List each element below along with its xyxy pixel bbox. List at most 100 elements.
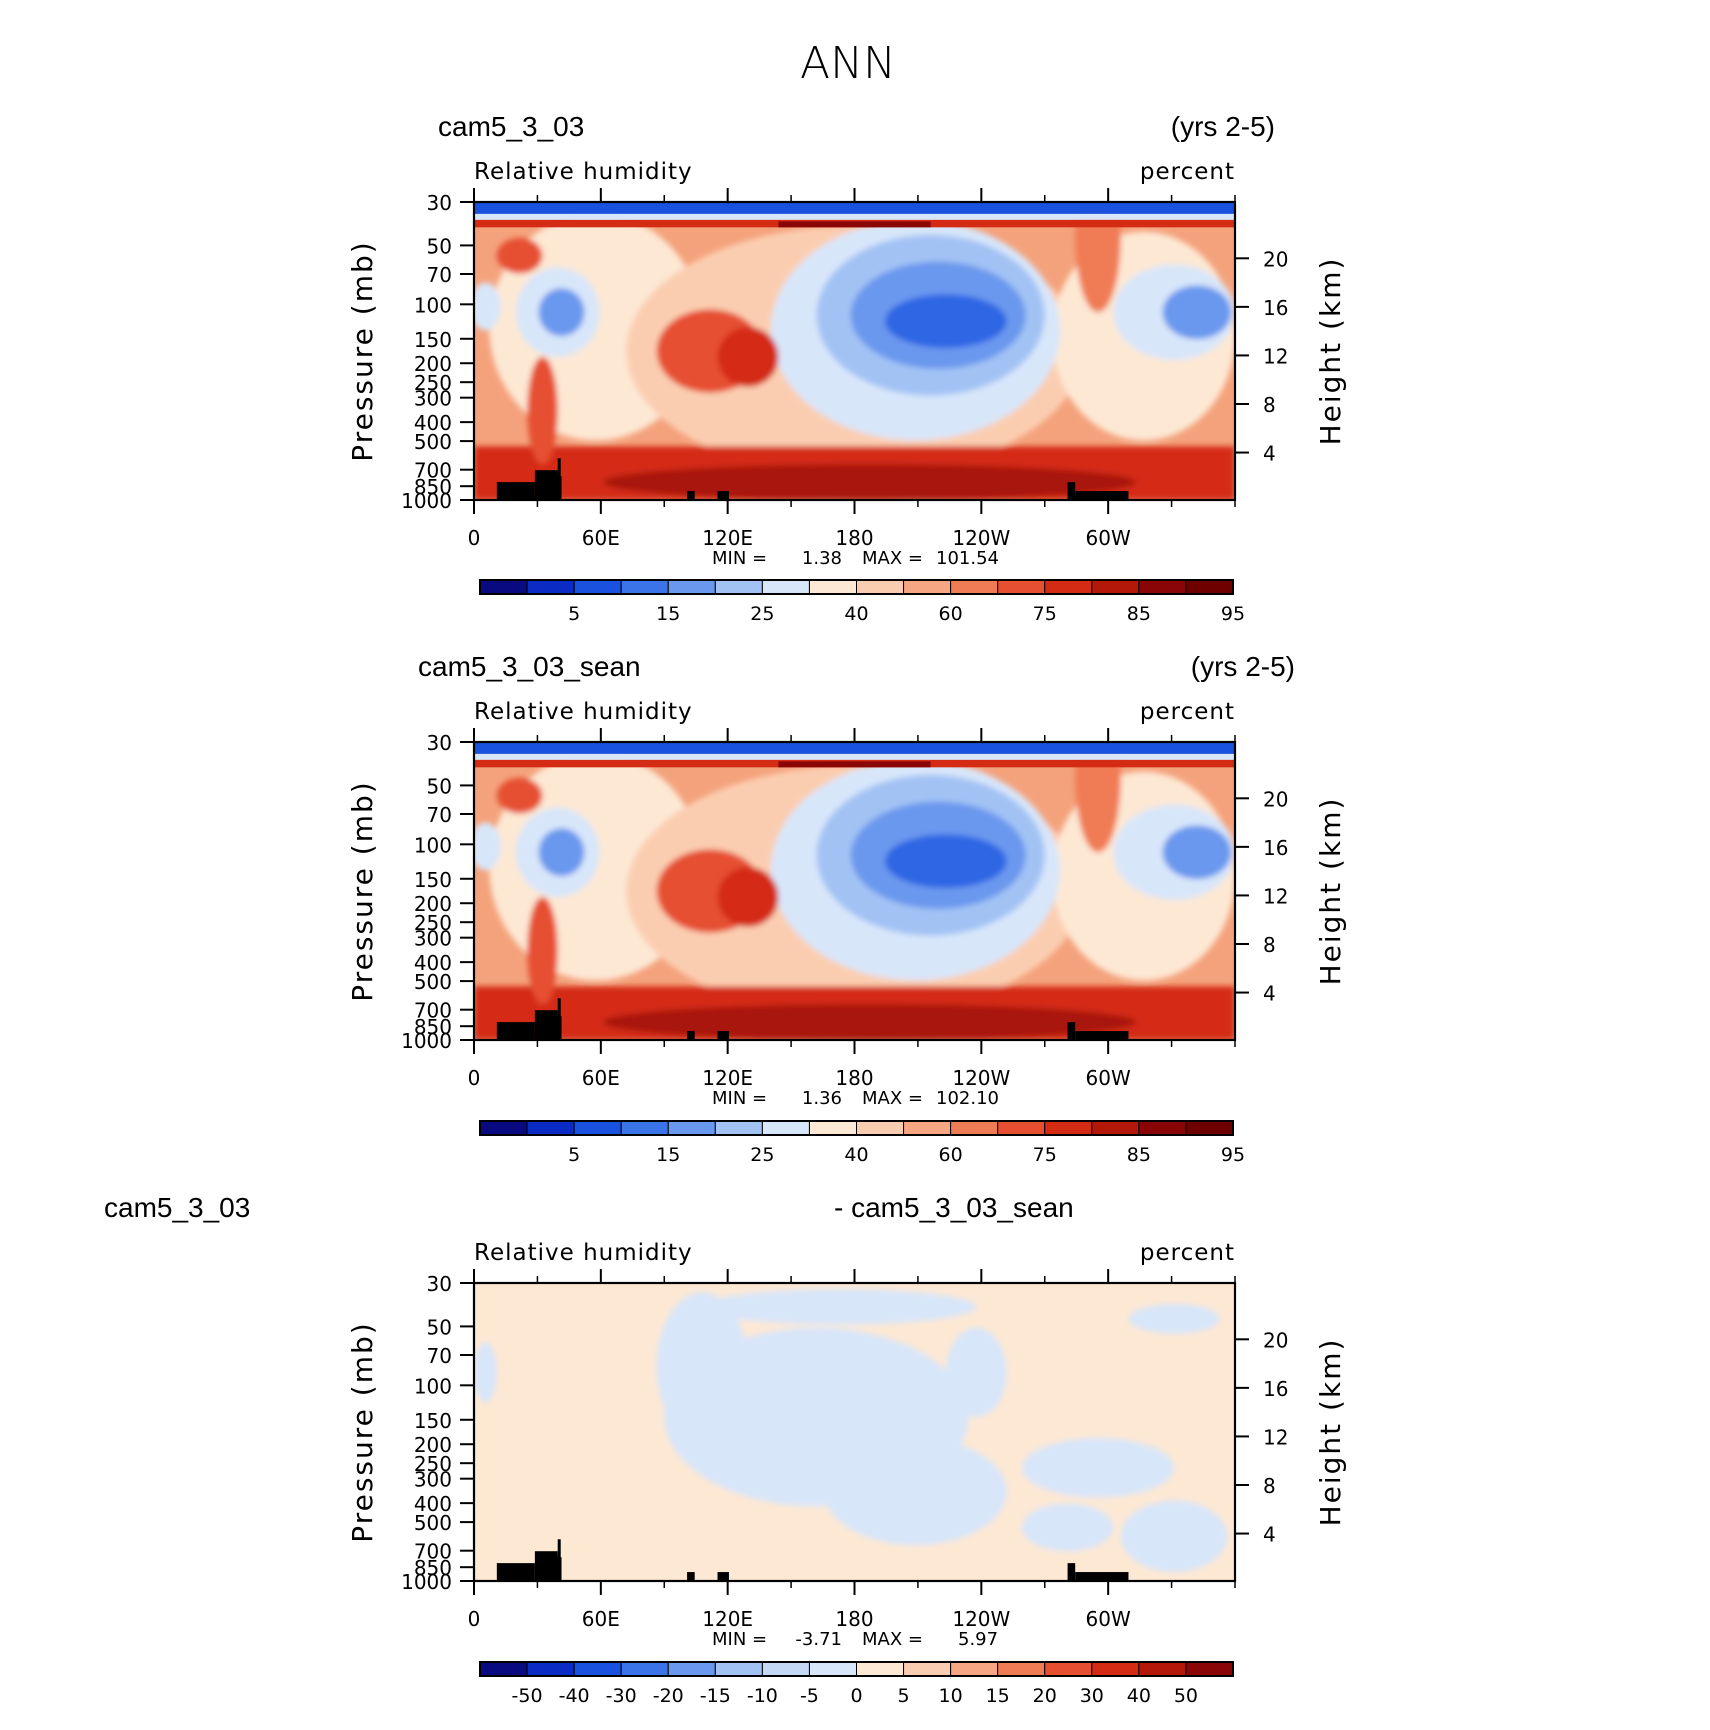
y-tick-label: 150 xyxy=(414,1409,452,1433)
dry-west-core xyxy=(538,828,585,877)
y-tick-label: 200 xyxy=(414,1433,452,1457)
y-tick-label: 50 xyxy=(427,1315,452,1339)
colorbar-swatch xyxy=(1091,1120,1140,1136)
x-tick-label: 0 xyxy=(468,526,481,550)
contour-field xyxy=(474,742,1235,1040)
colorbar-swatch xyxy=(1044,1120,1093,1136)
colorbar-swatch xyxy=(808,579,857,595)
y-tick-label: 1000 xyxy=(401,1570,452,1594)
y-tick-label: 250 xyxy=(414,1452,452,1476)
y-tick-label: 400 xyxy=(414,951,452,975)
y-tick-label: 400 xyxy=(414,1492,452,1516)
x-tick-label: 180 xyxy=(835,526,873,550)
y2-axis-title: Height (km) xyxy=(1314,1338,1347,1527)
y-tick-label: 50 xyxy=(427,774,452,798)
y2-tick-label: 8 xyxy=(1263,393,1276,417)
topography xyxy=(717,1572,729,1581)
y2-tick-label: 12 xyxy=(1263,344,1288,368)
negative-region xyxy=(1021,1437,1175,1498)
negative-region xyxy=(656,1291,748,1441)
y-tick-label: 250 xyxy=(414,371,452,395)
colorbar-label: 60 xyxy=(939,1144,963,1166)
y-axis-title: Pressure (mb) xyxy=(346,240,379,461)
moist-column xyxy=(527,896,558,1005)
colorbar-label: 0 xyxy=(850,1685,862,1707)
y2-tick-label: 16 xyxy=(1263,836,1288,860)
y-tick-label: 70 xyxy=(427,1344,452,1368)
colorbar-swatch xyxy=(856,1120,905,1136)
x-tick-label: 60W xyxy=(1086,526,1131,550)
tropopause-light xyxy=(474,753,1235,760)
colorbar-label: 85 xyxy=(1127,603,1151,625)
colorbar-swatch xyxy=(903,1661,952,1677)
colorbar-label: 25 xyxy=(750,603,774,625)
colorbar-swatch xyxy=(479,1120,528,1136)
topography xyxy=(550,1557,562,1581)
y-tick-label: 100 xyxy=(414,293,452,317)
max-value: 101.54 xyxy=(936,548,999,569)
y2-tick-label: 20 xyxy=(1263,1328,1288,1352)
colorbar-frame xyxy=(479,1661,1234,1677)
tropopause-core xyxy=(778,221,931,228)
x-tick-label: 120E xyxy=(702,1066,753,1090)
topography xyxy=(717,1031,729,1040)
x-tick-label: 60E xyxy=(582,526,620,550)
topography xyxy=(717,491,729,500)
colorbar: 5 15 25 40 60 75 85 95 xyxy=(479,1120,1245,1166)
case-title: cam5_3_03 xyxy=(104,1192,250,1223)
y-tick-label: 850 xyxy=(414,1556,452,1580)
y-tick-label: 500 xyxy=(414,430,452,454)
colorbar-swatch xyxy=(761,1120,810,1136)
colorbar-frame xyxy=(479,579,1234,595)
topography xyxy=(550,1016,562,1040)
colorbar-label: 15 xyxy=(656,1144,680,1166)
variable-label: Relative humidity xyxy=(474,699,693,725)
y-tick-label: 50 xyxy=(427,234,452,258)
y-tick-label: 100 xyxy=(414,1374,452,1398)
colorbar-swatch xyxy=(903,579,952,595)
colorbar: -50 -40 -30 -20 -15 -10 -5 0 5 10 15 20 30 40 50 xyxy=(479,1661,1234,1707)
colorbar-swatch xyxy=(573,1661,622,1677)
tropopause-light xyxy=(474,213,1235,220)
max-value: 102.10 xyxy=(936,1088,999,1109)
colorbar-swatch xyxy=(997,1661,1046,1677)
field-blobs xyxy=(474,202,1235,500)
colorbar-label: 5 xyxy=(568,603,580,625)
dry-west-core xyxy=(538,288,585,337)
negative-region xyxy=(824,1437,1007,1546)
field-blobs xyxy=(474,1288,1228,1573)
x-tick-label: 180 xyxy=(835,1066,873,1090)
colorbar-label: 40 xyxy=(844,603,868,625)
y-tick-label: 850 xyxy=(414,475,452,499)
colorbar-swatch xyxy=(1185,1120,1234,1136)
y2-tick-label: 8 xyxy=(1263,1474,1276,1498)
colorbar-label: 40 xyxy=(1127,1685,1151,1707)
colorbar-swatch xyxy=(1138,1120,1187,1136)
y-tick-label: 300 xyxy=(414,927,452,951)
contour-field xyxy=(474,1283,1235,1581)
x-tick-label: 120W xyxy=(952,526,1010,550)
variable-label: Relative humidity xyxy=(474,159,693,185)
moist-upper xyxy=(496,777,543,814)
colorbar-label: 25 xyxy=(750,1144,774,1166)
dry-east-core xyxy=(1162,825,1232,880)
topography xyxy=(550,476,562,500)
x-tick-label: 0 xyxy=(468,1066,481,1090)
y2-tick-label: 4 xyxy=(1263,982,1276,1006)
topography xyxy=(687,1572,695,1581)
y-axis-title: Pressure (mb) xyxy=(346,780,379,1001)
topography xyxy=(496,482,535,500)
contour-field xyxy=(474,202,1235,500)
colorbar-swatch xyxy=(526,579,575,595)
colorbar-swatch xyxy=(479,579,528,595)
colorbar-label: 20 xyxy=(1033,1685,1057,1707)
stratosphere-dry xyxy=(474,202,1235,214)
min-value: 1.36 xyxy=(802,1088,842,1109)
case-title: cam5_3_03_sean xyxy=(418,651,641,682)
colorbar-swatch xyxy=(808,1661,857,1677)
y-tick-label: 70 xyxy=(427,803,452,827)
colorbar-swatch xyxy=(808,1120,857,1136)
y-tick-label: 500 xyxy=(414,970,452,994)
colorbar-swatch xyxy=(714,1120,763,1136)
